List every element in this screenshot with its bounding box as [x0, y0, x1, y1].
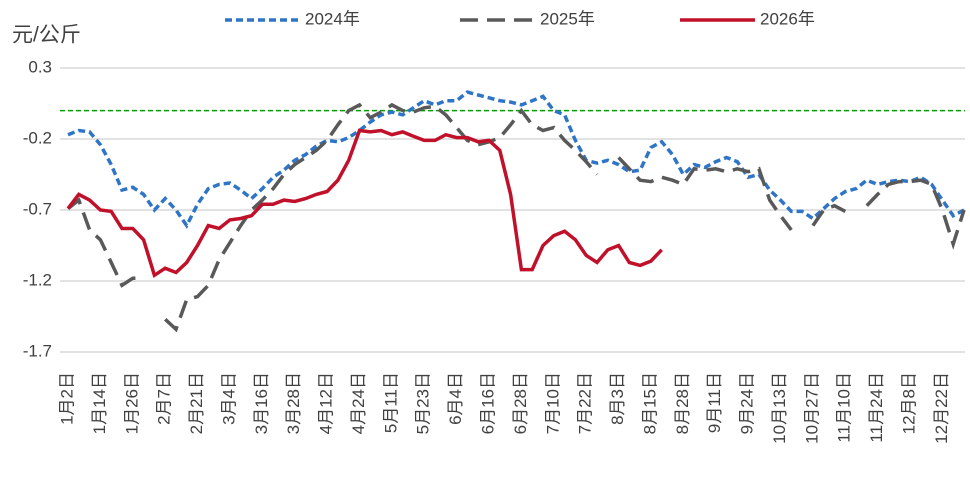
x-tick-label: 3月28日 [284, 372, 303, 434]
y-axis-label: 元/公斤 [12, 24, 81, 47]
legend-item: 2026年 [680, 9, 815, 28]
x-tick-label: 9月24日 [738, 372, 757, 434]
x-tick-label: 4月24日 [349, 372, 368, 434]
x-tick-label: 2月7日 [155, 372, 174, 425]
x-tick-label: 5月23日 [414, 372, 433, 434]
x-tick-label: 8月15日 [640, 372, 659, 434]
x-tick-label: 3月16日 [252, 372, 271, 434]
x-tick-label: 4月12日 [317, 372, 336, 434]
x-tick-label: 7月22日 [576, 372, 595, 434]
x-tick-label: 10月27日 [802, 372, 821, 444]
x-tick-label: 11月24日 [867, 372, 886, 443]
x-tick-label: 6月16日 [478, 372, 497, 434]
x-tick-label: 1月2日 [57, 372, 76, 425]
series-line [66, 128, 663, 279]
x-tick-label: 8月28日 [673, 372, 692, 434]
x-tick-label: 6月4日 [446, 372, 465, 425]
x-tick-label: 8月3日 [608, 372, 627, 425]
x-tick-label: 9月11日 [705, 372, 724, 433]
x-tick-label: 1月14日 [90, 372, 109, 434]
legend-label: 2025年 [540, 9, 595, 28]
x-tick-label: 2月21日 [187, 372, 206, 434]
legend-item: 2025年 [460, 9, 595, 28]
x-tick-label: 11月10日 [835, 372, 854, 443]
x-tick-label: 12月22日 [932, 372, 951, 444]
x-tick-label: 6月28日 [511, 372, 530, 434]
legend-label: 2026年 [760, 9, 815, 28]
y-tick-label: -1.2 [23, 270, 52, 289]
y-tick-label: -1.7 [23, 341, 52, 360]
x-tick-label: 7月10日 [543, 372, 562, 434]
y-tick-label: 0.3 [28, 57, 52, 76]
y-tick-label: -0.7 [23, 199, 52, 218]
x-tick-label: 3月4日 [219, 372, 238, 425]
x-tick-label: 1月26日 [122, 372, 141, 434]
legend-item: 2024年 [225, 9, 360, 28]
x-tick-label: 12月8日 [900, 372, 919, 434]
legend-label: 2024年 [305, 9, 360, 28]
series-line [67, 90, 965, 230]
series-line [66, 102, 966, 333]
x-tick-label: 5月11日 [381, 372, 400, 433]
x-tick-label: 10月13日 [770, 372, 789, 444]
y-tick-label: -0.2 [23, 128, 52, 147]
